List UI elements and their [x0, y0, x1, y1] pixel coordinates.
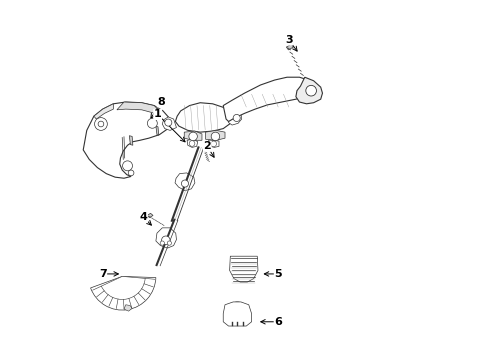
- Text: 3: 3: [285, 35, 292, 45]
- Polygon shape: [129, 136, 133, 145]
- Circle shape: [189, 141, 195, 146]
- Polygon shape: [147, 213, 153, 217]
- Text: 2: 2: [203, 141, 211, 151]
- Circle shape: [98, 121, 103, 127]
- Circle shape: [128, 170, 134, 176]
- Circle shape: [233, 114, 240, 122]
- Polygon shape: [286, 44, 293, 50]
- Text: 7: 7: [99, 269, 106, 279]
- Polygon shape: [83, 102, 169, 178]
- Wedge shape: [90, 276, 156, 310]
- Circle shape: [210, 141, 216, 147]
- Polygon shape: [205, 130, 224, 140]
- Polygon shape: [223, 77, 313, 122]
- Polygon shape: [117, 102, 159, 116]
- Circle shape: [211, 132, 219, 141]
- Text: 6: 6: [274, 317, 282, 327]
- Text: 5: 5: [274, 269, 282, 279]
- Text: 1: 1: [153, 109, 161, 120]
- Polygon shape: [156, 228, 176, 248]
- Polygon shape: [187, 139, 197, 147]
- Circle shape: [188, 132, 197, 141]
- Circle shape: [122, 161, 132, 171]
- Circle shape: [181, 180, 188, 187]
- Polygon shape: [175, 103, 232, 132]
- Polygon shape: [184, 131, 202, 140]
- Polygon shape: [156, 126, 159, 135]
- Circle shape: [164, 119, 171, 126]
- Polygon shape: [162, 117, 176, 130]
- Wedge shape: [101, 276, 145, 300]
- Polygon shape: [175, 173, 195, 191]
- Circle shape: [167, 241, 171, 245]
- Polygon shape: [223, 302, 251, 326]
- Text: 4: 4: [139, 212, 147, 222]
- Circle shape: [161, 236, 170, 244]
- Polygon shape: [124, 305, 132, 311]
- Polygon shape: [229, 256, 258, 282]
- Circle shape: [160, 241, 164, 245]
- Circle shape: [147, 118, 157, 128]
- Polygon shape: [208, 140, 219, 147]
- Polygon shape: [205, 145, 209, 149]
- Circle shape: [94, 118, 107, 130]
- Polygon shape: [228, 111, 241, 125]
- Circle shape: [305, 85, 316, 96]
- Polygon shape: [295, 77, 322, 104]
- Polygon shape: [94, 104, 113, 119]
- Text: 8: 8: [157, 97, 165, 107]
